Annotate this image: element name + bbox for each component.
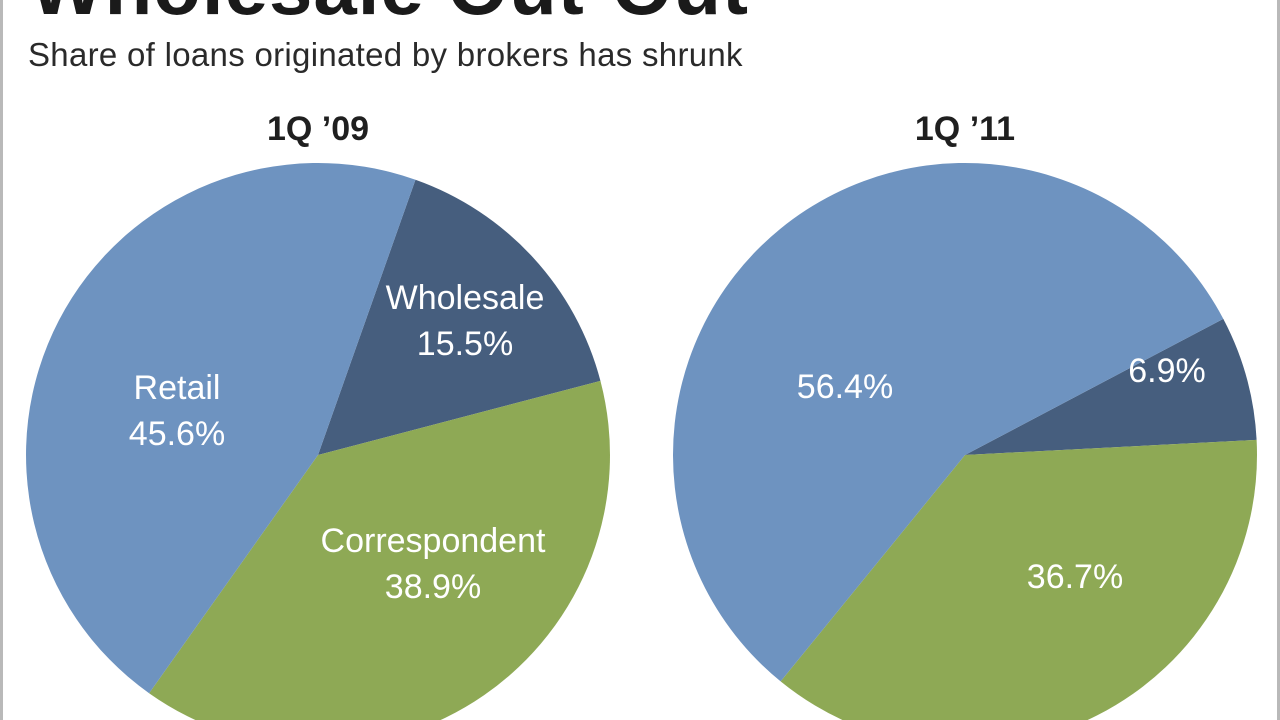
- slice-value-label: 45.6%: [129, 415, 225, 453]
- frame-border-left: [0, 0, 3, 720]
- pie-slice-retail: [672, 162, 1224, 682]
- pie-slice-wholesale: [965, 318, 1257, 455]
- pie-slice-wholesale: [318, 179, 601, 455]
- slice-name-label: Correspondent: [321, 522, 546, 560]
- pie-slice-correspondent: [780, 439, 1257, 720]
- slice-value-label: 38.9%: [385, 568, 481, 606]
- frame-border-right: [1277, 0, 1280, 720]
- slice-value-label: 6.9%: [1128, 352, 1206, 390]
- slice-value-label: 15.5%: [417, 325, 513, 363]
- pie-chart-1: Wholesale 15.5% Correspondent 38.9% Retail 45…: [26, 110, 610, 720]
- slice-name-label: Wholesale: [386, 279, 545, 317]
- pie-title: 1Q ’11: [915, 110, 1015, 148]
- subtitle: Share of loans originated by brokers has…: [28, 36, 743, 73]
- pie-chart-2: 6.9% 36.7% 56.4% 1Q ’11: [672, 110, 1257, 720]
- headline: Wholesale Out-Out: [30, 0, 749, 26]
- slice-value-label: 36.7%: [1027, 558, 1123, 596]
- pie-slice-correspondent: [149, 380, 610, 720]
- pie-title: 1Q ’09: [267, 110, 369, 148]
- slice-value-label: 56.4%: [797, 368, 893, 406]
- slice-name-label: Retail: [134, 369, 221, 407]
- pie-slice-retail: [26, 163, 416, 694]
